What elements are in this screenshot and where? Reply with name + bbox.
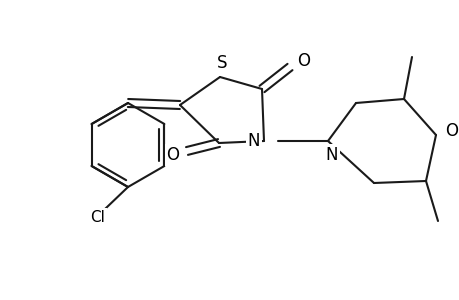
Text: N: N — [325, 146, 337, 164]
Text: Cl: Cl — [90, 209, 105, 224]
Text: O: O — [444, 122, 458, 140]
Text: O: O — [297, 52, 310, 70]
Text: N: N — [247, 132, 260, 150]
Text: S: S — [216, 54, 227, 72]
Text: O: O — [166, 146, 179, 164]
